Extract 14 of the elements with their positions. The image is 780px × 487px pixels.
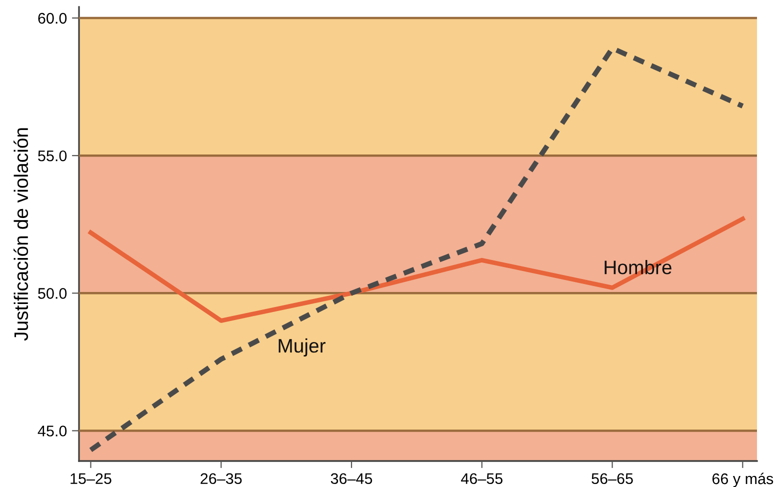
series-label: Hombre xyxy=(604,260,672,274)
y-axis-title: Justificación de violación xyxy=(14,128,28,341)
x-tick-label: 36–45 xyxy=(330,473,372,484)
x-tick-label: 46–55 xyxy=(461,473,502,484)
y-tick-label: 55.0 xyxy=(38,150,67,162)
series-label: Mujer xyxy=(278,338,326,357)
x-tick-label: 66 y más xyxy=(712,472,774,487)
x-tick-label: 56–65 xyxy=(592,473,633,484)
y-tick-label: 60.0 xyxy=(38,12,67,24)
line-series xyxy=(88,216,745,323)
x-tick-label: 26–35 xyxy=(200,473,242,484)
y-tick-label: 45.0 xyxy=(38,426,67,436)
x-tick-label: 15–25 xyxy=(70,473,112,484)
y-tick-label: 50.0 xyxy=(38,288,67,299)
